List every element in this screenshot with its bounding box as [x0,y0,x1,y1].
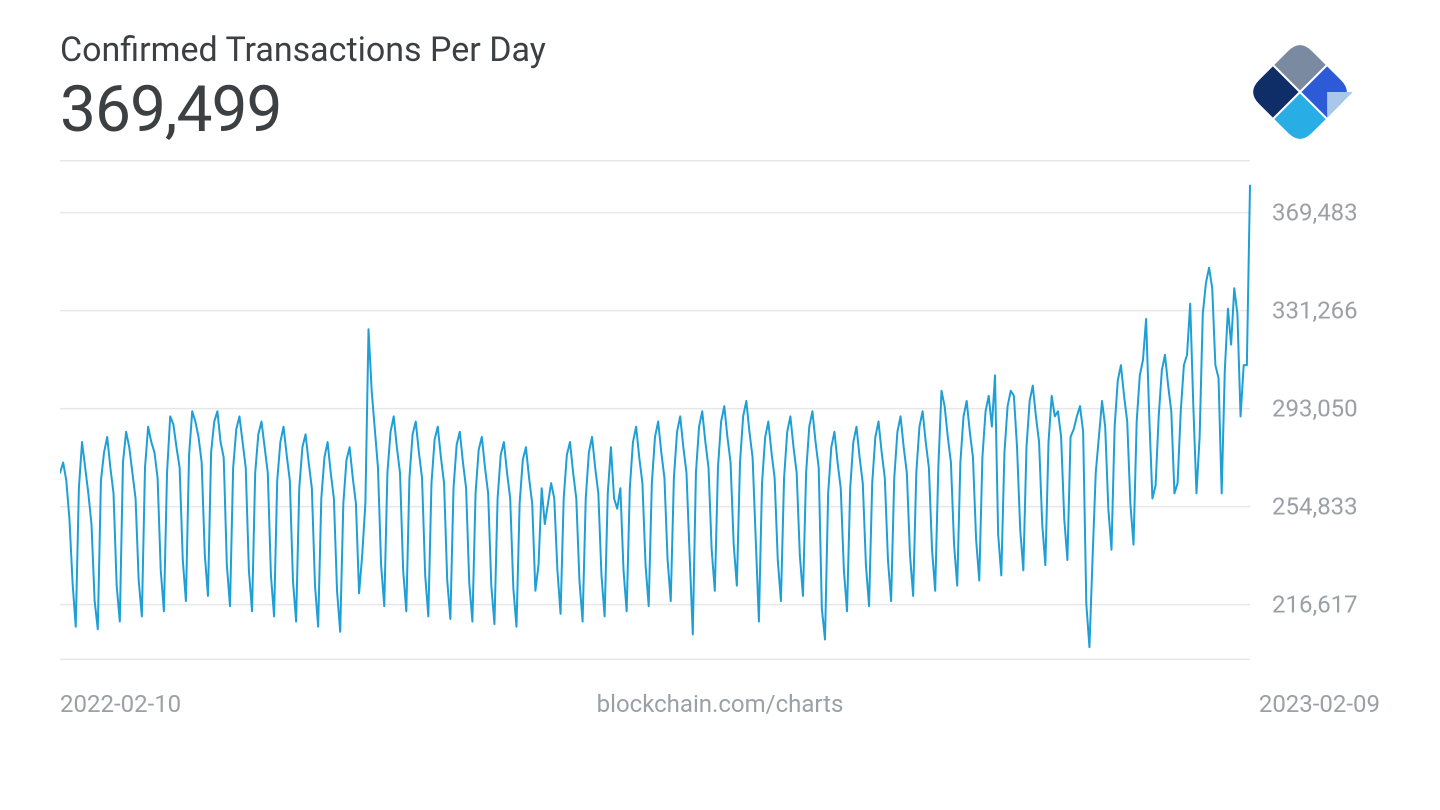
chart-current-value: 369,499 [60,73,1380,147]
chart-header: Confirmed Transactions Per Day 369,499 [60,30,1380,160]
y-axis-tick-label: 331,266 [1272,297,1358,325]
x-axis-start-date: 2022-02-10 [60,690,181,718]
transactions-line-series [60,186,1250,648]
y-axis-tick-label: 216,617 [1272,591,1358,619]
chart-footer: 2022-02-10 blockchain.com/charts 2023-02… [60,690,1380,740]
chart-source-label: blockchain.com/charts [597,690,844,718]
x-axis-end-date: 2023-02-09 [1259,690,1380,718]
y-axis-tick-label: 293,050 [1272,395,1358,423]
line-chart: 216,617 254,833 293,050 331,266 369,483 [60,160,1380,660]
y-axis-tick-label: 254,833 [1272,493,1358,521]
chart-card: Confirmed Transactions Per Day 369,499 2… [0,0,1440,810]
blockchain-logo-icon [1240,32,1360,152]
chart-title: Confirmed Transactions Per Day [60,30,1380,71]
y-axis-tick-label: 369,483 [1272,199,1358,227]
chart-plot-area: 216,617 254,833 293,050 331,266 369,483 [60,160,1380,660]
